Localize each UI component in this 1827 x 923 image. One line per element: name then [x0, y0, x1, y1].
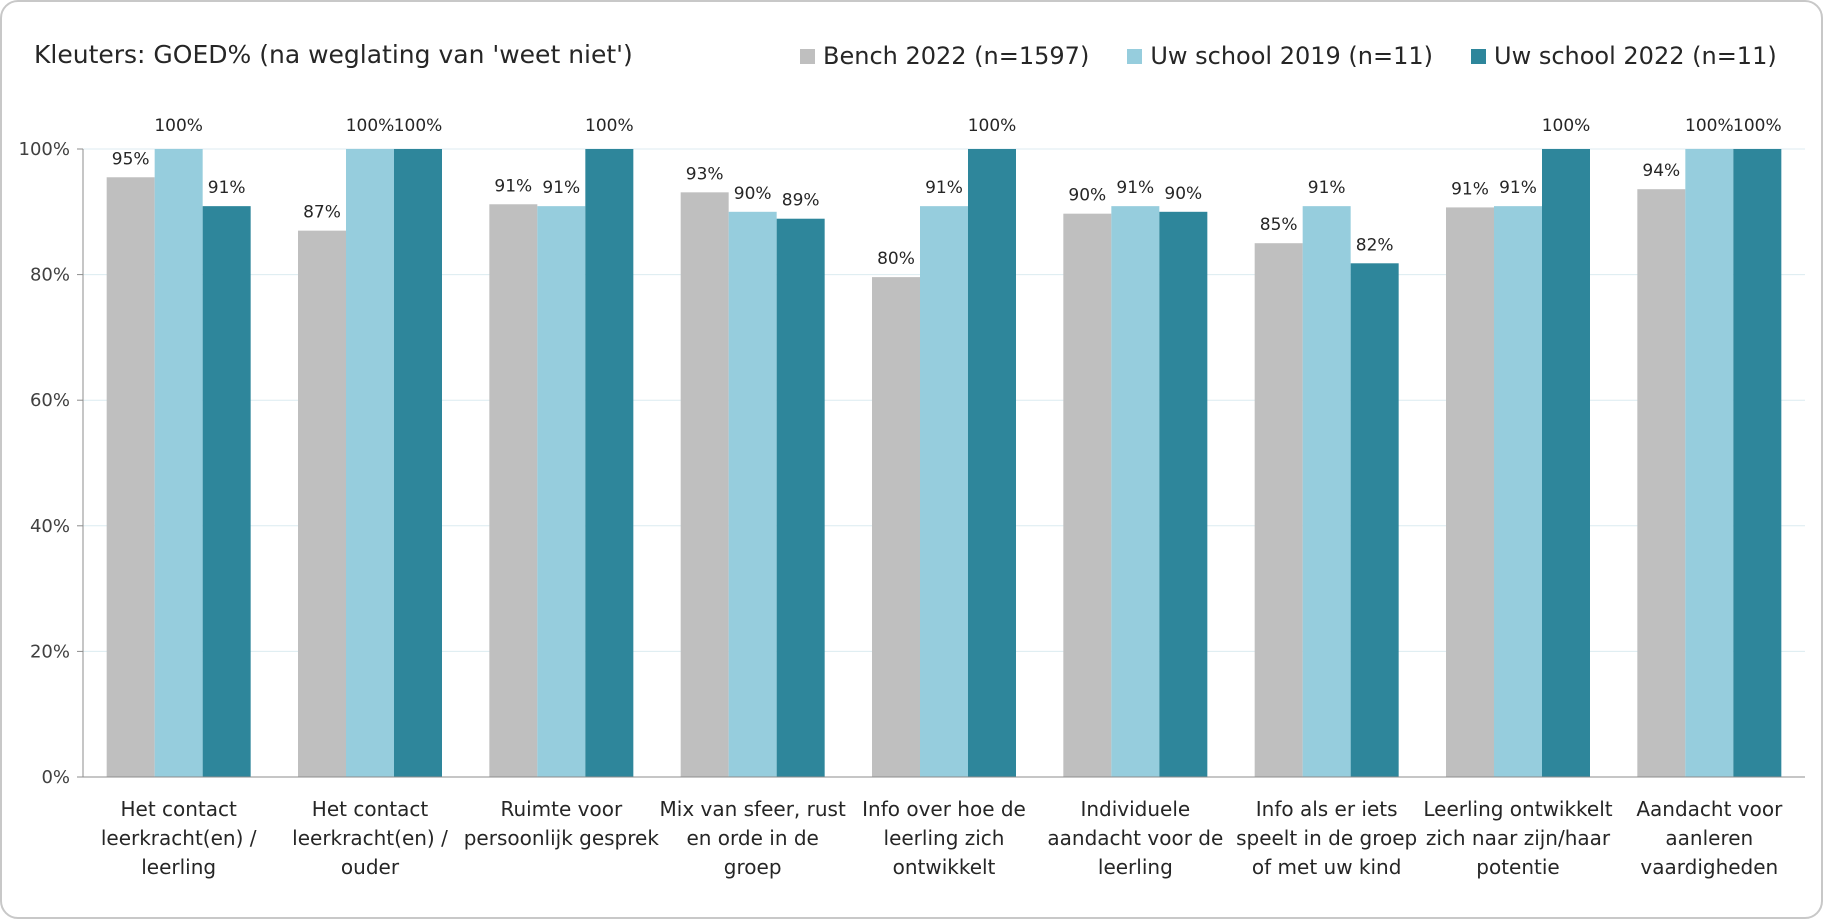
- data-label-s1-c2: 91%: [542, 178, 580, 198]
- data-label-s2-c6: 82%: [1356, 235, 1394, 255]
- legend-item-school-2022: Uw school 2022 (n=11): [1471, 42, 1777, 70]
- y-tick-label-5: 100%: [19, 139, 70, 160]
- category-label-8-line-2: vaardigheden: [1640, 855, 1778, 879]
- data-label-s2-c7: 100%: [1542, 116, 1591, 136]
- data-label-s1-c4: 91%: [925, 178, 963, 198]
- category-label-0-line-0: Het contact: [120, 797, 237, 821]
- bar-s1-c3: [728, 211, 777, 778]
- data-label-s0-c1: 87%: [303, 203, 341, 223]
- y-tick-label-0: 0%: [41, 767, 70, 788]
- legend-label-school-2022: Uw school 2022 (n=11): [1494, 42, 1777, 70]
- bar-s2-c0: [202, 206, 251, 777]
- data-label-s2-c0: 91%: [208, 178, 246, 198]
- bar-s0-c0: [106, 177, 155, 777]
- data-label-s0-c3: 93%: [686, 164, 724, 184]
- bar-s0-c5: [1063, 213, 1112, 777]
- data-label-s1-c8: 100%: [1685, 116, 1734, 136]
- legend-label-school-2019: Uw school 2019 (n=11): [1150, 42, 1434, 70]
- category-label-8-line-0: Aandacht voor: [1636, 797, 1783, 821]
- category-label-0-line-2: leerling: [141, 855, 216, 879]
- data-label-s0-c8: 94%: [1642, 161, 1680, 181]
- y-tick-label-2: 40%: [30, 516, 70, 537]
- bar-s0-c3: [680, 192, 729, 777]
- category-label-3-line-0: Mix van sfeer, rust: [660, 797, 846, 821]
- data-label-s2-c3: 89%: [782, 191, 820, 211]
- bar-s1-c1: [346, 149, 394, 777]
- bar-s0-c7: [1446, 207, 1494, 778]
- y-tick-label-3: 60%: [30, 390, 70, 411]
- bar-s0-c1: [298, 230, 346, 777]
- data-label-s2-c2: 100%: [585, 116, 634, 136]
- data-label-s0-c0: 95%: [112, 149, 150, 169]
- category-label-2-line-1: persoonlijk gesprek: [464, 826, 660, 850]
- data-label-s0-c4: 80%: [877, 249, 915, 269]
- bar-s2-c5: [1159, 211, 1208, 778]
- category-label-1-line-0: Het contact: [312, 797, 429, 821]
- bar-s2-c3: [776, 218, 825, 777]
- bar-s2-c4: [968, 149, 1016, 777]
- legend-label-bench-2022: Bench 2022 (n=1597): [823, 42, 1090, 70]
- category-label-4-line-2: ontwikkelt: [893, 855, 996, 879]
- bar-s1-c5: [1111, 206, 1160, 777]
- category-label-7-line-1: zich naar zijn/haar: [1426, 826, 1611, 850]
- chart-title: Kleuters: GOED% (na weglating van 'weet …: [34, 40, 633, 69]
- legend-item-school-2019: Uw school 2019 (n=11): [1127, 42, 1433, 70]
- data-label-s0-c2: 91%: [494, 176, 532, 196]
- legend-swatch-school-2019: [1127, 48, 1143, 64]
- category-label-4-line-0: Info over hoe de: [862, 797, 1026, 821]
- data-label-s1-c5: 91%: [1116, 178, 1154, 198]
- bar-s2-c7: [1542, 149, 1590, 777]
- legend-item-bench-2022: Bench 2022 (n=1597): [800, 42, 1089, 70]
- category-label-8-line-1: aanleren: [1665, 826, 1753, 850]
- bar-s1-c6: [1302, 206, 1351, 777]
- bar-s0-c4: [872, 277, 920, 777]
- data-label-s0-c7: 91%: [1451, 179, 1489, 199]
- bar-s2-c6: [1350, 263, 1399, 777]
- legend: Bench 2022 (n=1597) Uw school 2019 (n=11…: [800, 42, 1777, 70]
- data-label-s0-c5: 90%: [1068, 186, 1106, 206]
- bar-s1-c0: [154, 149, 203, 777]
- category-label-5-line-1: aandacht voor de: [1047, 826, 1223, 850]
- category-label-6-line-2: of met uw kind: [1252, 855, 1402, 879]
- bar-s1-c7: [1494, 206, 1542, 777]
- bar-s0-c6: [1254, 243, 1303, 777]
- data-label-s1-c0: 100%: [154, 116, 203, 136]
- bar-s1-c4: [920, 206, 968, 777]
- category-label-5-line-2: leerling: [1098, 855, 1173, 879]
- data-label-s1-c6: 91%: [1308, 178, 1346, 198]
- category-label-6-line-0: Info als er iets: [1256, 797, 1398, 821]
- data-label-s2-c1: 100%: [394, 116, 443, 136]
- bar-s2-c8: [1733, 149, 1782, 777]
- y-tick-label-4: 80%: [30, 265, 70, 286]
- data-label-s2-c8: 100%: [1733, 116, 1782, 136]
- category-label-6-line-1: speelt in de groep: [1236, 826, 1417, 850]
- data-label-s0-c6: 85%: [1260, 215, 1298, 235]
- data-label-s1-c7: 91%: [1499, 178, 1537, 198]
- category-label-4-line-1: leerling zich: [884, 826, 1005, 850]
- bar-s0-c8: [1637, 189, 1686, 777]
- bar-s2-c2: [585, 149, 634, 777]
- category-label-2-line-0: Ruimte voor: [500, 797, 623, 821]
- data-label-s2-c4: 100%: [968, 116, 1017, 136]
- category-label-0-line-1: leerkracht(en) /: [101, 826, 257, 850]
- category-label-1-line-2: ouder: [341, 855, 400, 879]
- y-tick-label-1: 20%: [30, 641, 70, 662]
- category-label-3-line-2: groep: [724, 855, 782, 879]
- legend-swatch-bench-2022: [800, 48, 815, 64]
- legend-swatch-school-2022: [1471, 48, 1487, 64]
- data-label-s1-c3: 90%: [734, 184, 772, 204]
- category-label-7-line-0: Leerling ontwikkelt: [1423, 797, 1612, 821]
- category-label-7-line-2: potentie: [1476, 855, 1559, 879]
- category-label-3-line-1: en orde in de: [686, 826, 818, 850]
- data-label-s1-c1: 100%: [346, 116, 395, 136]
- category-label-1-line-1: leerkracht(en) /: [292, 826, 448, 850]
- bar-s1-c8: [1685, 149, 1734, 777]
- bar-s1-c2: [537, 206, 586, 777]
- data-label-s2-c5: 90%: [1164, 184, 1202, 204]
- bar-s2-c1: [394, 149, 442, 777]
- category-label-5-line-0: Individuele: [1080, 797, 1190, 821]
- bar-s0-c2: [489, 204, 538, 777]
